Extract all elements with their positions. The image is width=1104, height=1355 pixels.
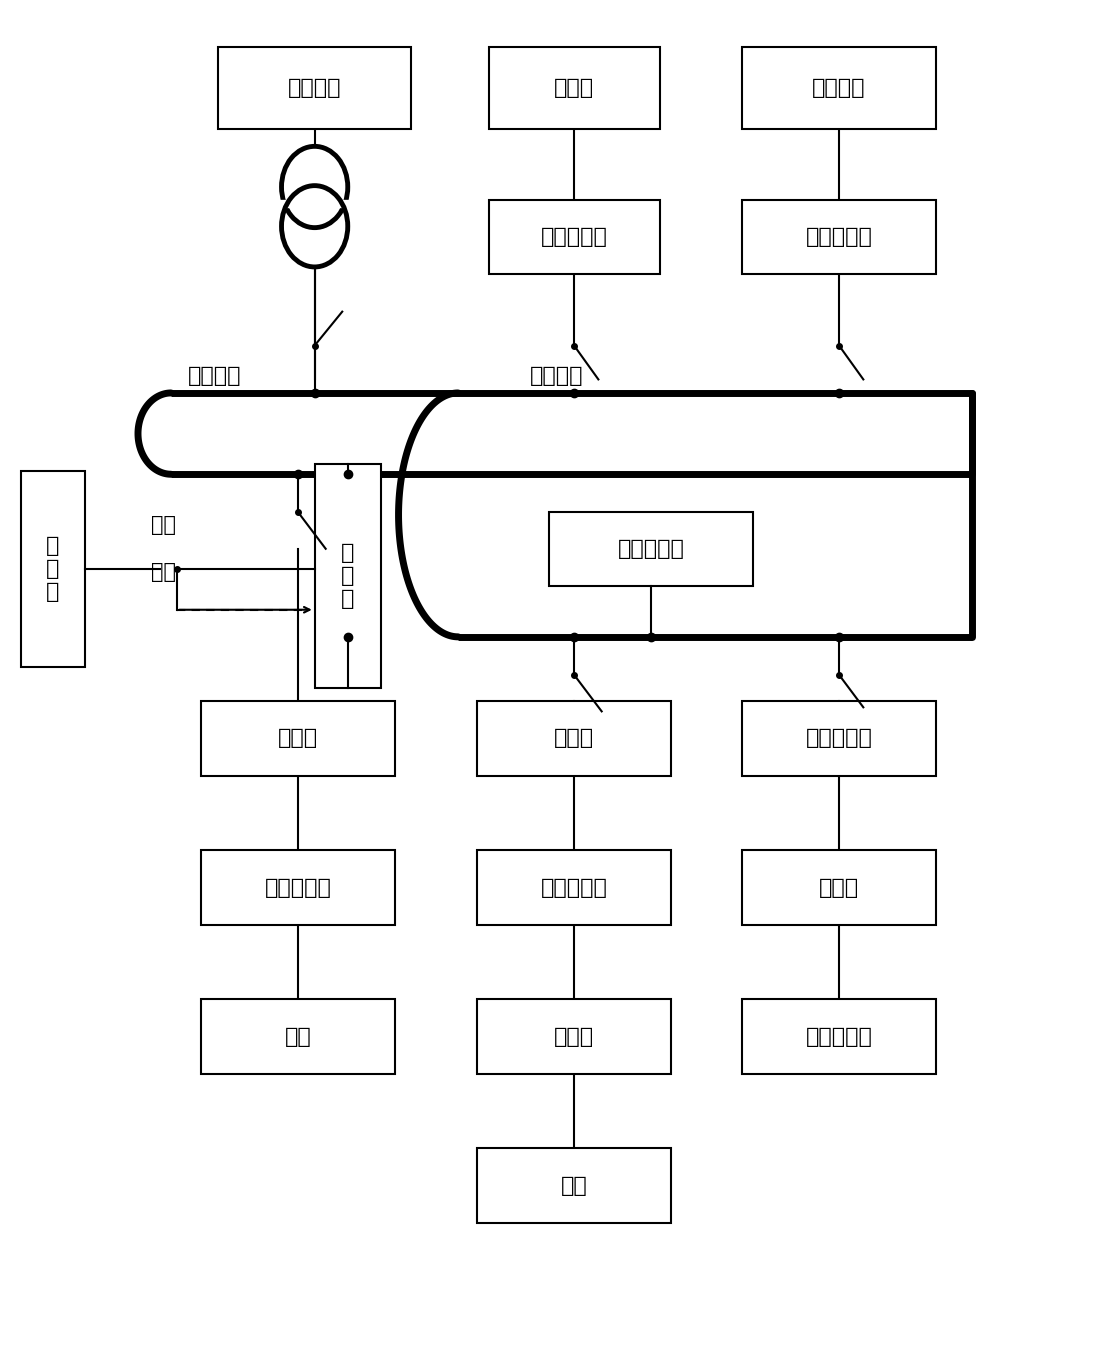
Text: 有源滤波器: 有源滤波器 (618, 539, 684, 558)
Text: 直流变换器: 直流变换器 (806, 729, 872, 748)
Bar (488, 199, 660, 274)
Bar (202, 1000, 395, 1073)
Bar (219, 47, 411, 129)
Text: 直流变换器: 直流变换器 (806, 228, 872, 247)
Text: 双向变换器: 双向变换器 (541, 228, 607, 247)
Text: 逆
变
器: 逆 变 器 (341, 542, 354, 610)
Bar (742, 851, 935, 925)
Bar (477, 702, 670, 775)
Bar (477, 1149, 670, 1222)
Text: 直流变换器: 直流变换器 (265, 878, 331, 897)
Text: 直流负载: 直流负载 (813, 79, 866, 98)
Text: 开关: 开关 (151, 562, 176, 583)
Bar (315, 465, 381, 688)
Text: 电
网
图: 电 网 图 (46, 535, 60, 603)
Bar (21, 472, 85, 668)
Text: 整流器: 整流器 (554, 1027, 594, 1046)
Text: 蓄电池: 蓄电池 (554, 79, 594, 98)
Bar (742, 1000, 935, 1073)
Text: 交流母线: 交流母线 (188, 366, 241, 386)
Text: 逆变器: 逆变器 (278, 729, 318, 748)
Text: 逆变器: 逆变器 (554, 729, 594, 748)
Bar (202, 702, 395, 775)
Text: 交流负载: 交流负载 (288, 79, 341, 98)
Text: 直流母线: 直流母线 (530, 366, 583, 386)
Text: 柴油发电机: 柴油发电机 (806, 1027, 872, 1046)
Text: 整流器: 整流器 (819, 878, 859, 897)
Bar (477, 851, 670, 925)
Text: 直流变换器: 直流变换器 (541, 878, 607, 897)
Text: 智能: 智能 (151, 515, 176, 535)
Text: 风机: 风机 (561, 1176, 587, 1195)
Bar (742, 47, 935, 129)
Bar (488, 47, 660, 129)
Bar (742, 199, 935, 274)
Text: 光伏: 光伏 (285, 1027, 311, 1046)
Bar (549, 511, 753, 585)
Bar (742, 702, 935, 775)
Bar (202, 851, 395, 925)
Bar (477, 1000, 670, 1073)
